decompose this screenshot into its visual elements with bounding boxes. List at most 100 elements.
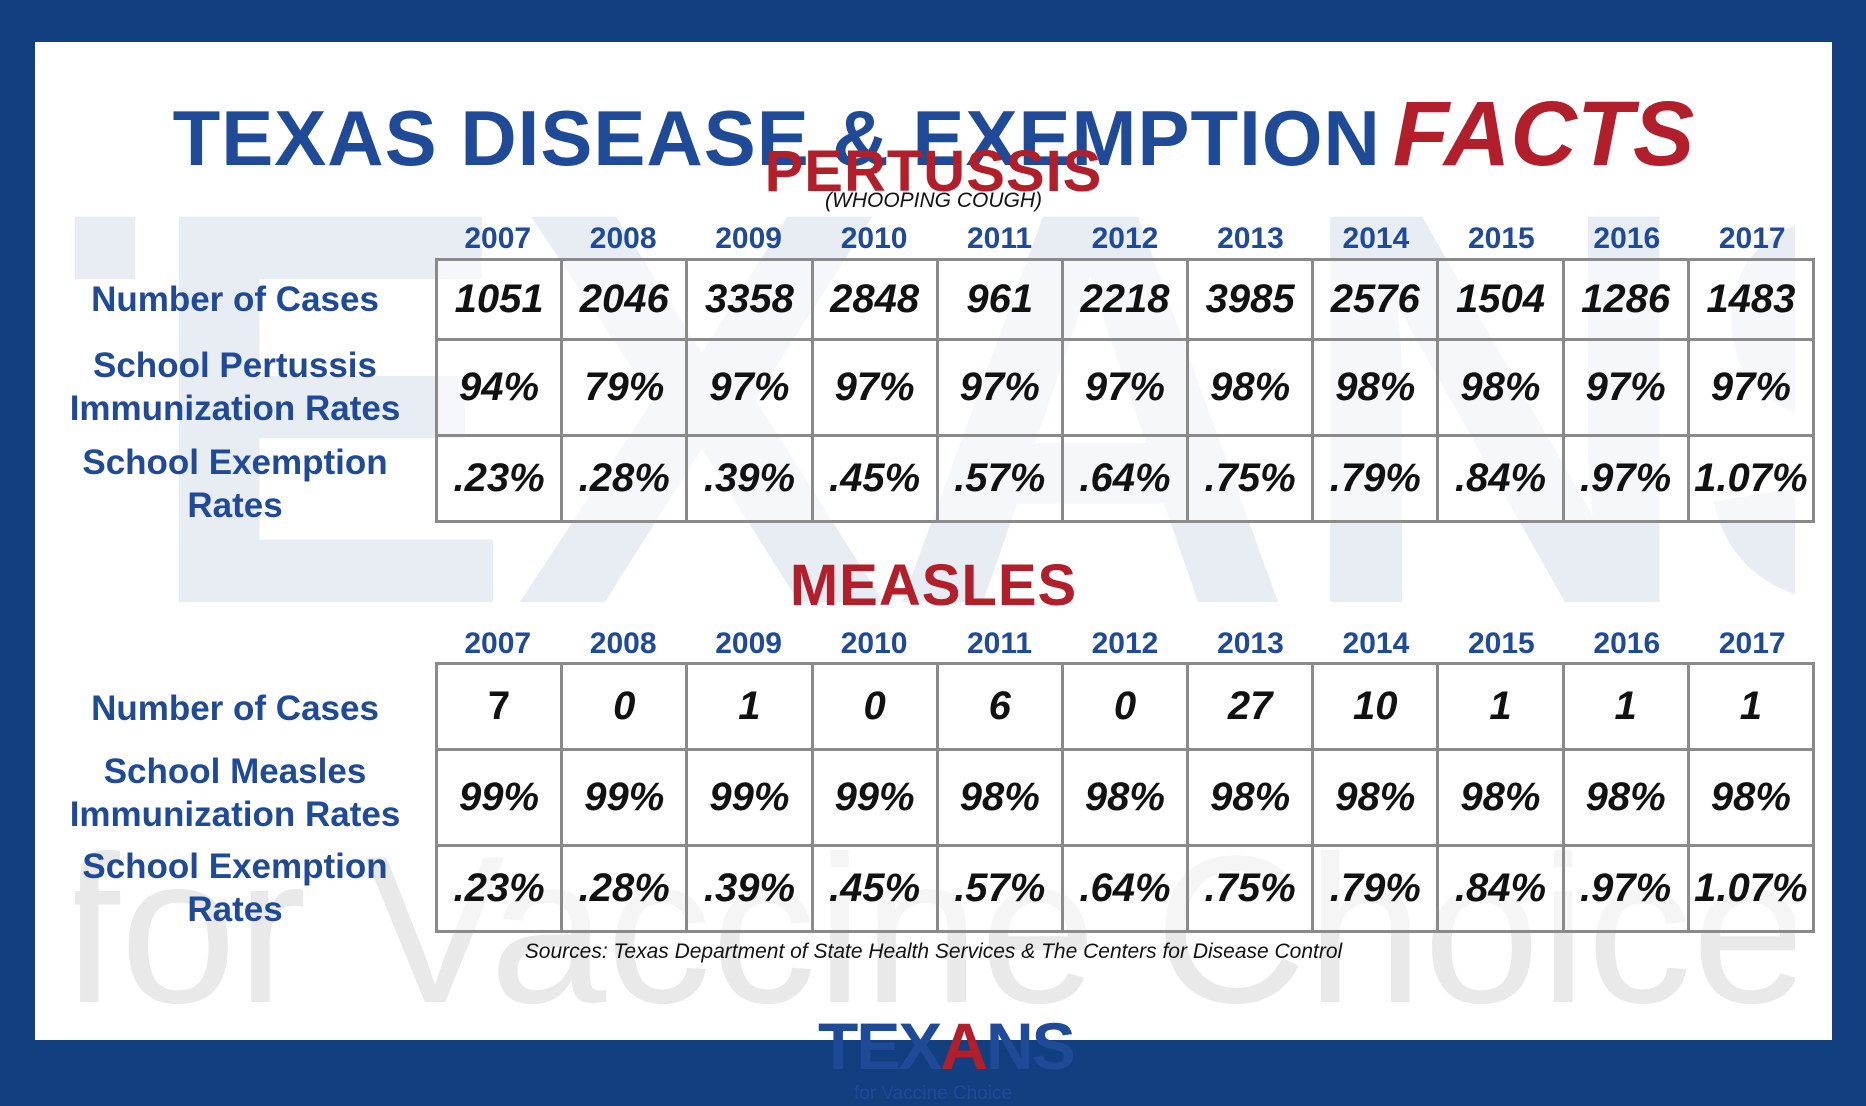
year-label: 2014: [1342, 222, 1410, 255]
table-cell: 0: [560, 662, 689, 751]
year-label: 2013: [1217, 222, 1284, 255]
year-label: 2015: [1467, 627, 1535, 660]
exemption-row-label-line1: School Exemption: [82, 847, 388, 886]
exemption-row-label-line2: Rates: [187, 486, 283, 525]
table-cell: 2218: [1060, 258, 1190, 341]
table-cell: 98%: [1436, 338, 1565, 437]
table-cell: 1.07%: [1686, 434, 1816, 523]
table-cell: .23%: [434, 844, 564, 933]
table-cell: .57%: [935, 434, 1064, 523]
logo-word-part: TEX: [818, 1009, 942, 1083]
year-label: 2014: [1342, 627, 1410, 660]
table-cell: 99%: [685, 748, 814, 847]
table-cell: 1051: [434, 258, 564, 341]
table-cell: 98%: [1311, 338, 1440, 437]
table-cell: 98%: [1186, 338, 1315, 437]
cases-row-label: Number of Cases: [91, 689, 379, 728]
table-cell: .84%: [1436, 844, 1565, 933]
table-cell: 97%: [1686, 338, 1816, 437]
immunization-row-label-line2: Immunization Rates: [69, 389, 401, 428]
table-cell: .75%: [1186, 434, 1315, 523]
table-cell: 2576: [1311, 258, 1440, 341]
table-cell: .79%: [1311, 434, 1440, 523]
table-cell: .57%: [935, 844, 1064, 933]
pertussis-table: 1051 2046 3358 2848 961 2218 3985 2576 1…: [434, 258, 1816, 523]
table-cell: .45%: [810, 434, 939, 523]
immunization-row: 99% 99% 99% 99% 98% 98% 98% 98% 98% 98% …: [434, 748, 1816, 847]
table-cell: .97%: [1561, 844, 1690, 933]
table-cell: 7: [434, 662, 564, 751]
immunization-row-label-line2: Immunization Rates: [69, 795, 401, 834]
year-label: 2008: [589, 627, 657, 660]
table-cell: 97%: [1561, 338, 1690, 437]
table-cell: 2046: [560, 258, 689, 341]
table-cell: 94%: [434, 338, 564, 437]
table-cell: 98%: [1686, 748, 1816, 847]
infographic-panel: TEXANS for Vaccine Choice TEXAS DISEASE …: [35, 42, 1832, 1040]
year-label: 2011: [966, 222, 1033, 255]
year-label: 2013: [1217, 627, 1284, 660]
table-cell: 1504: [1436, 258, 1565, 341]
table-cell: 1: [1436, 662, 1565, 751]
table-cell: 99%: [434, 748, 564, 847]
year-label: 2016: [1593, 222, 1661, 255]
immunization-row-label-line1: School Measles: [103, 752, 367, 791]
table-cell: 1: [1561, 662, 1690, 751]
immunization-row: 94% 79% 97% 97% 97% 97% 98% 98% 98% 97% …: [434, 338, 1816, 437]
table-cell: .64%: [1060, 434, 1190, 523]
measles-table: 7 0 1 0 6 0 27 10 1 1 1 99% 99% 99% 99% …: [434, 662, 1816, 933]
logo-star-letter: A: [940, 1009, 988, 1083]
exemption-row: .23% .28% .39% .45% .57% .64% .75% .79% …: [434, 434, 1816, 523]
table-cell: .75%: [1186, 844, 1315, 933]
title-accent: FACTS: [1392, 83, 1695, 185]
table-cell: 3358: [685, 258, 814, 341]
table-cell: 1286: [1561, 258, 1690, 341]
table-cell: 961: [935, 258, 1064, 341]
table-cell: .39%: [685, 844, 814, 933]
page-title: TEXAS DISEASE & EXEMPTION FACTS: [35, 82, 1832, 187]
logo-word-part: NS: [986, 1009, 1076, 1083]
table-cell: .28%: [560, 844, 689, 933]
year-label: 2017: [1718, 627, 1786, 660]
table-cell: 98%: [1060, 748, 1190, 847]
immunization-row-label-line1: School Pertussis: [93, 346, 377, 385]
table-cell: 99%: [560, 748, 689, 847]
measles-year-header: 2007 2008 2009 2010 2011 2012 2013 2014 …: [435, 627, 1815, 661]
table-cell: 0: [810, 662, 939, 751]
logo-tagline: for Vaccine Choice: [853, 1083, 1013, 1104]
year-label: 2012: [1091, 222, 1159, 255]
table-cell: 98%: [1186, 748, 1315, 847]
table-cell: .23%: [434, 434, 564, 523]
table-cell: .64%: [1060, 844, 1190, 933]
table-cell: 1.07%: [1686, 844, 1816, 933]
table-cell: 27: [1186, 662, 1315, 751]
year-label: 2008: [589, 222, 657, 255]
texans-logo: TEXANS for Vaccine Choice: [818, 1008, 1076, 1106]
table-cell: 98%: [935, 748, 1064, 847]
table-cell: .79%: [1311, 844, 1440, 933]
year-label: 2010: [840, 627, 908, 660]
source-note: Sources: Texas Department of State Healt…: [524, 940, 1343, 963]
year-label: 2016: [1593, 627, 1661, 660]
table-cell: 98%: [1436, 748, 1565, 847]
pertussis-year-header: 2007 2008 2009 2010 2011 2012 2013 2014 …: [435, 222, 1815, 256]
table-cell: .97%: [1561, 434, 1690, 523]
title-main: TEXAS DISEASE & EXEMPTION: [172, 94, 1381, 182]
table-cell: 6: [935, 662, 1064, 751]
table-cell: 10: [1311, 662, 1440, 751]
table-cell: 1: [685, 662, 814, 751]
logo-word: TEXANS: [818, 1008, 1076, 1084]
table-cell: 98%: [1561, 748, 1690, 847]
table-cell: 79%: [560, 338, 689, 437]
exemption-row-label-line2: Rates: [187, 890, 283, 929]
table-cell: 98%: [1311, 748, 1440, 847]
table-cell: 0: [1060, 662, 1190, 751]
year-label: 2009: [715, 222, 782, 255]
table-cell: 97%: [810, 338, 939, 437]
measles-heading: MEASLES: [789, 553, 1078, 618]
table-cell: 97%: [685, 338, 814, 437]
table-cell: 97%: [1060, 338, 1190, 437]
table-cell: .39%: [685, 434, 814, 523]
table-cell: .28%: [560, 434, 689, 523]
table-cell: 97%: [935, 338, 1064, 437]
